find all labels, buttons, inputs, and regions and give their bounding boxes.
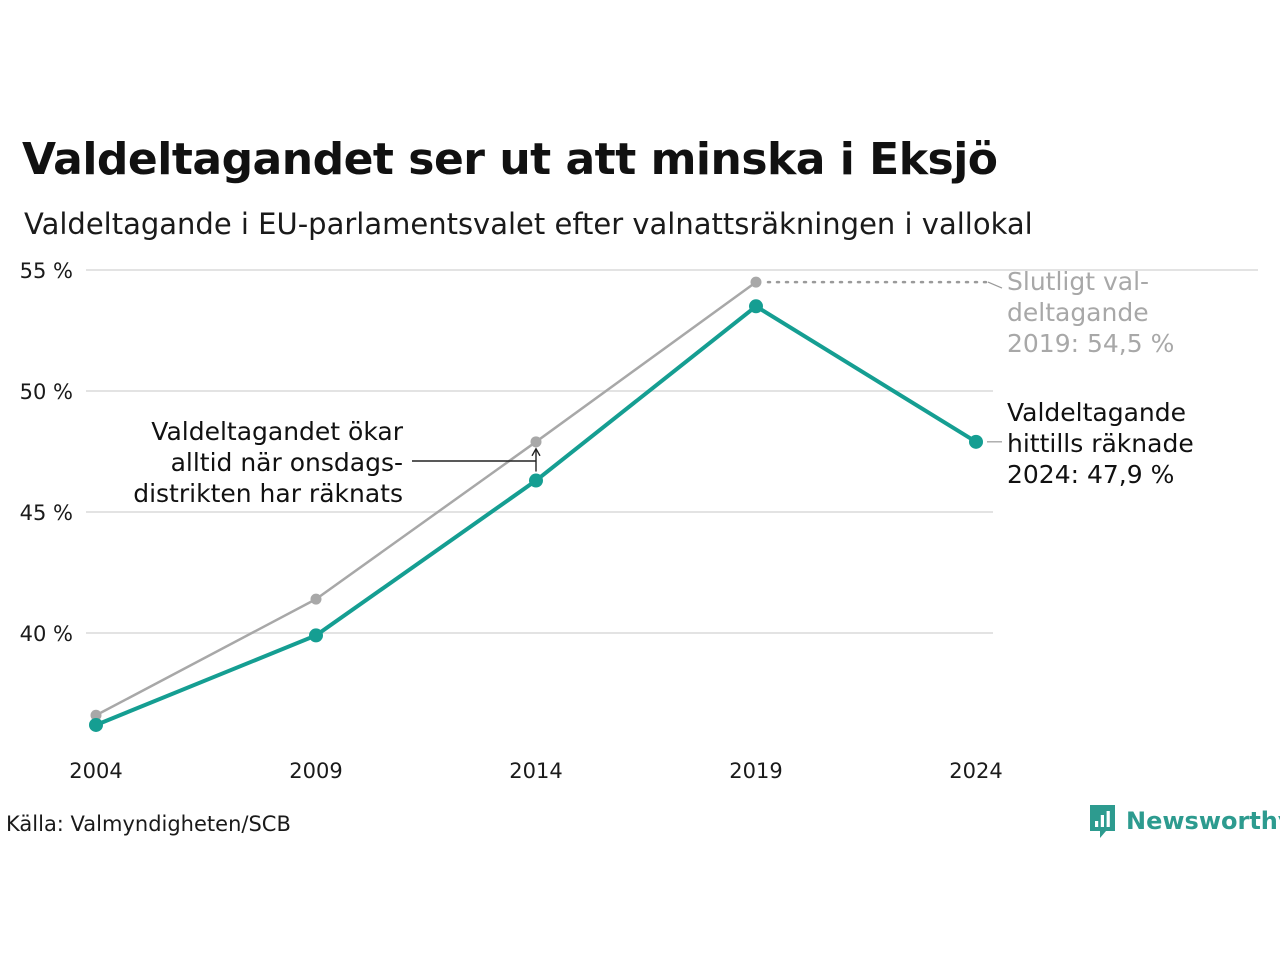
x-tick-label: 2004 <box>69 759 122 783</box>
data-point-slutligt <box>310 593 322 605</box>
slutligt-annotation-line: Slutligt val- <box>1007 267 1149 296</box>
valnatt-annotation-line: hittills räknade <box>1007 429 1194 458</box>
slutligt-annotation-line: 2019: 54,5 % <box>1007 329 1174 358</box>
onsdags-annotation-line: Valdeltagandet ökar <box>151 417 403 446</box>
data-point-valnatt <box>89 717 103 732</box>
onsdags-annotation-line: alltid när onsdags- <box>171 448 403 477</box>
slutligt-annotation-line: deltagande <box>1007 298 1149 327</box>
valnatt-annotation-line: 2024: 47,9 % <box>1007 460 1174 489</box>
chart-title: Valdeltagandet ser ut att minska i Eksjö <box>22 134 998 185</box>
data-point-slutligt <box>90 709 102 721</box>
gridlines <box>86 269 1258 634</box>
onsdags-annotation: Valdeltagandet ökar alltid när onsdags-di… <box>133 417 403 508</box>
valnatt-annotation-line: Valdeltagande <box>1007 398 1186 427</box>
chart-subtitle: Valdeltagande i EU-parlamentsvalet efter… <box>24 207 1033 241</box>
onsdags-annotation-line: distrikten har räknats <box>133 479 403 508</box>
x-tick-label: 2024 <box>949 759 1002 783</box>
series-layer <box>89 276 983 732</box>
data-point-slutligt <box>750 276 762 288</box>
data-point-valnatt <box>969 434 983 449</box>
x-tick-label: 2019 <box>729 759 782 783</box>
data-point-valnatt <box>749 299 763 314</box>
x-tick-label: 2009 <box>289 759 342 783</box>
x-tick-label: 2014 <box>509 759 562 783</box>
y-tick-label: 40 % <box>20 622 73 646</box>
source-note: Källa: Valmyndigheten/SCB <box>6 812 291 836</box>
data-point-valnatt <box>529 473 543 488</box>
data-point-valnatt <box>309 628 323 643</box>
valnatt-annotation: Valdeltagande hittills räknade 2024: 47,9 … <box>1007 398 1194 489</box>
newsworthy-logo-text: Newsworthy <box>1126 807 1280 835</box>
annotations: Slutligt val-deltagande 2019: 54,5 % Valde… <box>133 267 1193 508</box>
slutligt-leader-tick <box>987 281 1003 289</box>
x-axis-ticks: 2004 2009 2014 2019 2024 <box>69 759 1002 783</box>
newsworthy-chart-bubble-icon <box>1090 805 1115 838</box>
newsworthy-logo: Newsworthy <box>1088 802 1280 840</box>
series-line-slutligt <box>94 280 758 717</box>
y-tick-label: 45 % <box>20 501 73 525</box>
series-line-valnatt <box>94 304 978 727</box>
y-axis-ticks: 40 % 45 % 50 % 55 % <box>20 259 73 646</box>
y-tick-label: 50 % <box>20 380 73 404</box>
y-tick-label: 55 % <box>20 259 73 283</box>
data-point-slutligt <box>530 436 542 448</box>
onsdags-arrow-head <box>531 447 541 457</box>
slutligt-annotation: Slutligt val-deltagande 2019: 54,5 % <box>1007 267 1174 358</box>
